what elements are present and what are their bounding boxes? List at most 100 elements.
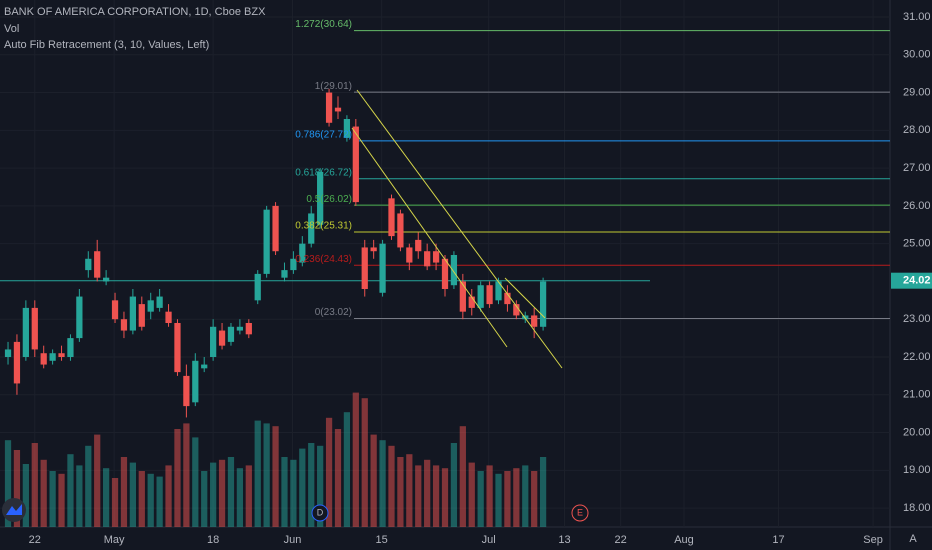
- candle-body: [85, 258, 92, 271]
- volume-bar: [450, 443, 458, 527]
- chart-title: BANK OF AMERICA CORPORATION, 1D, Cboe BZ…: [4, 6, 266, 18]
- candle-body: [138, 304, 145, 327]
- candle-body: [308, 213, 315, 244]
- candle-body: [67, 338, 74, 357]
- volume-bar: [343, 412, 351, 527]
- candle-body: [76, 296, 83, 339]
- volume-bar: [183, 423, 190, 527]
- volume-bar: [415, 465, 422, 527]
- volume-bar: [459, 426, 466, 527]
- axis-mode[interactable]: A: [909, 533, 917, 545]
- volume-bar: [424, 459, 431, 527]
- candle-body: [317, 171, 324, 225]
- candle-body: [245, 323, 252, 335]
- volume-bar: [522, 465, 529, 527]
- trend-line: [504, 277, 546, 319]
- volume-bar: [245, 465, 252, 527]
- y-tick-label: 31.00: [903, 11, 931, 23]
- volume-bar: [468, 462, 475, 527]
- candle-body: [406, 247, 413, 263]
- volume-bar: [85, 445, 92, 527]
- x-tick-label: Aug: [674, 534, 694, 546]
- volume-bar: [325, 417, 333, 527]
- candle-body: [531, 315, 538, 327]
- y-tick-label: 22.00: [903, 351, 931, 363]
- volume-bar: [441, 468, 449, 527]
- fib-label: 0.618(26.72): [295, 167, 352, 178]
- volume-bar: [13, 450, 21, 527]
- candle-body: [397, 213, 404, 248]
- volume-bar: [67, 454, 74, 527]
- volume-bar: [539, 457, 547, 527]
- y-tick-label: 20.00: [903, 426, 931, 438]
- volume-bar: [58, 473, 65, 527]
- candle-body: [210, 326, 217, 357]
- fib-label: 0.382(25.31): [295, 221, 352, 232]
- x-tick-label: 22: [29, 534, 41, 546]
- candle-body: [370, 247, 377, 252]
- candle-body: [388, 198, 395, 237]
- event-marker[interactable]: [571, 504, 589, 522]
- trend-line: [351, 127, 508, 348]
- candle-body: [147, 300, 154, 312]
- candle-body: [272, 205, 279, 252]
- logo-icon: [6, 504, 22, 515]
- volume-bar: [317, 445, 324, 527]
- fib-label: 1.272(30.64): [295, 19, 352, 30]
- x-tick-label: 17: [772, 534, 784, 546]
- candle-body: [361, 247, 368, 289]
- candle-body: [183, 375, 190, 407]
- volume-bar: [406, 454, 413, 527]
- volume-bar: [495, 473, 502, 527]
- last-price-label: 24.02: [903, 275, 931, 287]
- volume-bar: [272, 426, 279, 527]
- volume-bar: [513, 468, 520, 527]
- volume-bar: [111, 478, 119, 527]
- volume-bar: [4, 440, 12, 527]
- candle-body: [379, 243, 386, 293]
- candle-body: [504, 292, 511, 305]
- axis-settings[interactable]: [898, 530, 928, 548]
- volume-bar: [138, 471, 145, 527]
- candle-body: [13, 341, 21, 384]
- volume-bar: [210, 462, 217, 527]
- event-marker[interactable]: [311, 504, 329, 522]
- candle-body: [263, 209, 270, 274]
- y-tick-label: 21.00: [903, 389, 931, 401]
- y-tick-label: 23.00: [903, 313, 931, 325]
- y-tick-label: 25.00: [903, 238, 931, 250]
- x-tick-label: Sep: [863, 534, 883, 546]
- candle-body: [415, 239, 422, 252]
- fib-label: 0.236(24.43): [295, 254, 352, 265]
- volume-bar: [432, 465, 440, 527]
- volume-legend: Vol: [4, 23, 19, 35]
- candle-body: [290, 258, 297, 271]
- volume-bar: [120, 457, 128, 527]
- volume-bar: [370, 434, 377, 527]
- candle-body: [111, 300, 119, 320]
- candle-body: [94, 251, 101, 278]
- volume-bar: [334, 429, 342, 527]
- volume-bar: [308, 443, 315, 527]
- y-tick-label: 19.00: [903, 464, 931, 476]
- x-tick-label: Jul: [482, 534, 496, 546]
- volume-bar: [388, 445, 395, 527]
- candle-body: [477, 285, 484, 308]
- candle-body: [58, 353, 65, 357]
- candle-body: [299, 243, 306, 263]
- candle-body: [486, 285, 493, 305]
- volume-bar: [477, 471, 484, 527]
- candle-body: [40, 353, 47, 365]
- candle-body: [120, 319, 128, 331]
- candle-body: [495, 281, 502, 301]
- candle-body: [49, 353, 56, 361]
- trend-line: [356, 89, 563, 369]
- volume-bar: [504, 471, 511, 527]
- volume-bar: [76, 465, 83, 527]
- candle-body: [352, 126, 359, 203]
- candle-body: [441, 258, 449, 289]
- volume-bar: [22, 464, 29, 527]
